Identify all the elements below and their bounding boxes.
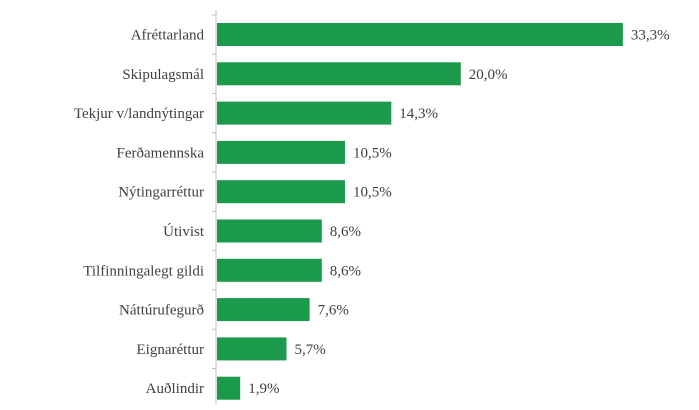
- data-label: 7,6%: [318, 303, 349, 319]
- category-label: Auðlindir: [146, 381, 204, 397]
- data-label: 10,5%: [353, 145, 392, 161]
- bar: [217, 23, 623, 46]
- category-label: Skipulagsmál: [122, 67, 204, 83]
- bar: [217, 298, 310, 321]
- bar: [217, 180, 345, 203]
- data-label: 8,6%: [330, 263, 361, 279]
- category-label: Eignaréttur: [137, 342, 204, 358]
- category-label: Tilfinningalegt gildi: [83, 263, 204, 279]
- bar: [217, 102, 391, 125]
- data-label: 10,5%: [353, 185, 392, 201]
- category-label: Tekjur v/landnýtingar: [74, 106, 204, 122]
- data-label: 14,3%: [399, 106, 438, 122]
- bar: [217, 377, 240, 400]
- bar: [217, 141, 345, 164]
- bars-layer: [217, 23, 623, 400]
- data-label: 8,6%: [330, 224, 361, 240]
- category-label: Nýtingarréttur: [118, 185, 204, 201]
- data-label: 5,7%: [295, 342, 326, 358]
- data-label: 33,3%: [631, 28, 670, 44]
- category-label: Náttúrufegurð: [119, 303, 204, 319]
- bar: [217, 259, 322, 282]
- bar: [217, 220, 322, 243]
- category-label: Ferðamennska: [117, 145, 205, 161]
- category-label: Afréttarland: [131, 28, 205, 44]
- axis-layer: [212, 10, 216, 405]
- category-label: Útivist: [163, 223, 205, 240]
- bar: [217, 337, 287, 360]
- bar: [217, 62, 461, 85]
- data-label: 1,9%: [248, 381, 279, 397]
- data-label: 20,0%: [469, 67, 508, 83]
